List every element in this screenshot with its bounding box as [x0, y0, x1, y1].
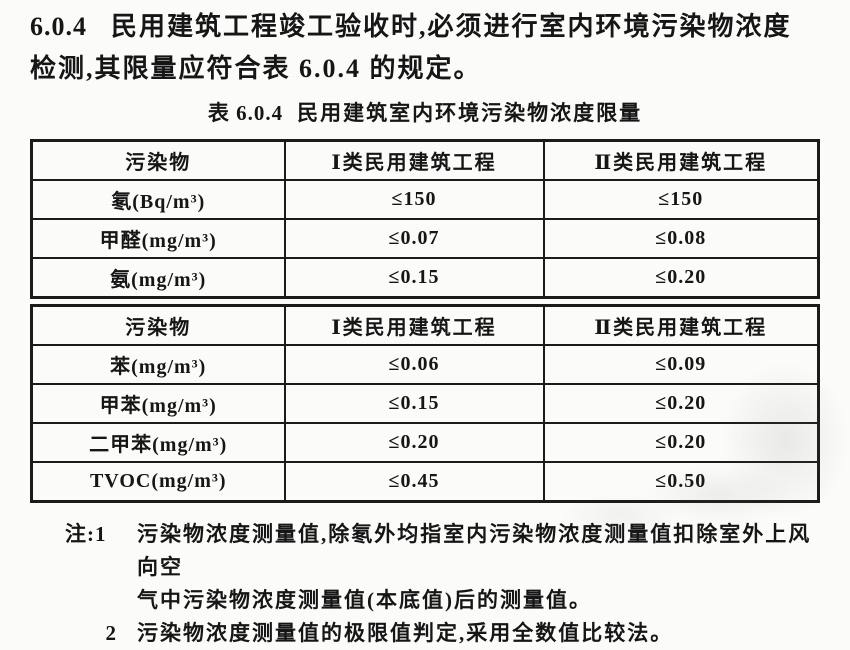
limit-value-cell: ≤0.45 — [283, 461, 545, 503]
limit-value-cell: ≤0.09 — [542, 344, 820, 385]
column-header-pollutant: 污染物 — [30, 139, 286, 181]
table-header-row: 污染物 Ⅰ类民用建筑工程 Ⅱ类民用建筑工程 — [30, 304, 820, 346]
clause-line-1: 6.0.4 民用建筑工程竣工验收时,必须进行室内环境污染物浓度 — [30, 6, 820, 48]
table-row-toluene: 甲苯(mg/m³) ≤0.15 ≤0.20 — [30, 383, 820, 424]
pollutant-name-cell: 氨(mg/m³) — [30, 257, 286, 299]
limit-value-cell: ≤0.07 — [283, 218, 545, 259]
limit-value-cell: ≤150 — [542, 179, 820, 220]
table-row-ammonia: 氨(mg/m³) ≤0.15 ≤0.20 — [30, 257, 820, 299]
column-header-class1-buildings: Ⅰ类民用建筑工程 — [283, 304, 545, 346]
note-1-text: 污染物浓度测量值,除氡外均指室内污染物浓度测量值扣除室外上风向空 气中污染物浓度… — [137, 518, 820, 617]
limit-value-cell: ≤0.20 — [542, 257, 820, 299]
clause-number: 6.0.4 — [30, 12, 87, 41]
note-1-label: 注:1 — [65, 522, 107, 546]
column-header-class1-buildings: Ⅰ类民用建筑工程 — [283, 139, 545, 181]
note-1: 注:1 污染物浓度测量值,除氡外均指室内污染物浓度测量值扣除室外上风向空 气中污… — [65, 518, 820, 617]
table-notes: 注:1 污染物浓度测量值,除氡外均指室内污染物浓度测量值扣除室外上风向空 气中污… — [65, 518, 820, 650]
table-caption-number: 表 6.0.4 — [207, 101, 284, 125]
pollutant-name-cell: 甲苯(mg/m³) — [30, 383, 286, 424]
table-header-row: 污染物 Ⅰ类民用建筑工程 Ⅱ类民用建筑工程 — [30, 139, 820, 181]
note-2: 2 污染物浓度测量值的极限值判定,采用全数值比较法。 — [65, 617, 820, 650]
document-page: 6.0.4 民用建筑工程竣工验收时,必须进行室内环境污染物浓度 检测,其限量应符合… — [30, 6, 820, 650]
clause-line-2: 检测,其限量应符合表 6.0.4 的规定。 — [30, 54, 482, 83]
table-row-radon: 氡(Bq/m³) ≤150 ≤150 — [30, 179, 820, 220]
limit-value-cell: ≤0.15 — [283, 383, 545, 424]
limit-value-cell: ≤0.50 — [542, 461, 820, 503]
note-2-text: 污染物浓度测量值的极限值判定,采用全数值比较法。 — [137, 621, 674, 645]
table-row-tvoc: TVOC(mg/m³) ≤0.45 ≤0.50 — [30, 461, 820, 503]
pollutant-name-cell: 苯(mg/m³) — [30, 344, 286, 385]
note-1-line-2: 气中污染物浓度测量值(本底值)后的测量值。 — [137, 588, 592, 612]
pollutant-name-cell: 二甲苯(mg/m³) — [30, 422, 286, 463]
pollutant-name-cell: 甲醛(mg/m³) — [30, 218, 286, 259]
limit-value-cell: ≤0.20 — [542, 383, 820, 424]
table-row-formaldehyde: 甲醛(mg/m³) ≤0.07 ≤0.08 — [30, 218, 820, 259]
column-header-class2-buildings: Ⅱ类民用建筑工程 — [542, 304, 820, 346]
column-header-pollutant: 污染物 — [30, 304, 286, 346]
limit-value-cell: ≤0.20 — [542, 422, 820, 463]
note-2-label: 2 — [105, 621, 117, 645]
clause-paragraph: 6.0.4 民用建筑工程竣工验收时,必须进行室内环境污染物浓度 检测,其限量应符合… — [30, 6, 820, 90]
table-caption: 表 6.0.4 民用建筑室内环境污染物浓度限量 — [30, 99, 820, 127]
pollutant-name-cell: TVOC(mg/m³) — [30, 461, 286, 503]
table-row-xylene: 二甲苯(mg/m³) ≤0.20 ≤0.20 — [30, 422, 820, 463]
limit-value-cell: ≤0.06 — [283, 344, 545, 385]
limit-value-cell: ≤0.20 — [283, 422, 545, 463]
table-row-benzene: 苯(mg/m³) ≤0.06 ≤0.09 — [30, 344, 820, 385]
limit-value-cell: ≤0.15 — [283, 257, 545, 299]
clause-text-line-1: 民用建筑工程竣工验收时,必须进行室内环境污染物浓度 — [111, 12, 792, 41]
limit-value-cell: ≤0.08 — [542, 218, 820, 259]
pollutant-limits-table-section-2: 污染物 Ⅰ类民用建筑工程 Ⅱ类民用建筑工程 苯(mg/m³) ≤0.06 ≤0.… — [30, 304, 820, 503]
limit-value-cell: ≤150 — [283, 179, 545, 220]
table-caption-text: 民用建筑室内环境污染物浓度限量 — [297, 101, 643, 125]
column-header-class2-buildings: Ⅱ类民用建筑工程 — [542, 139, 820, 181]
note-1-line-1: 污染物浓度测量值,除氡外均指室内污染物浓度测量值扣除室外上风向空 — [137, 522, 812, 579]
pollutant-limits-table-section-1: 污染物 Ⅰ类民用建筑工程 Ⅱ类民用建筑工程 氡(Bq/m³) ≤150 ≤150… — [30, 139, 820, 299]
pollutant-name-cell: 氡(Bq/m³) — [30, 179, 286, 220]
